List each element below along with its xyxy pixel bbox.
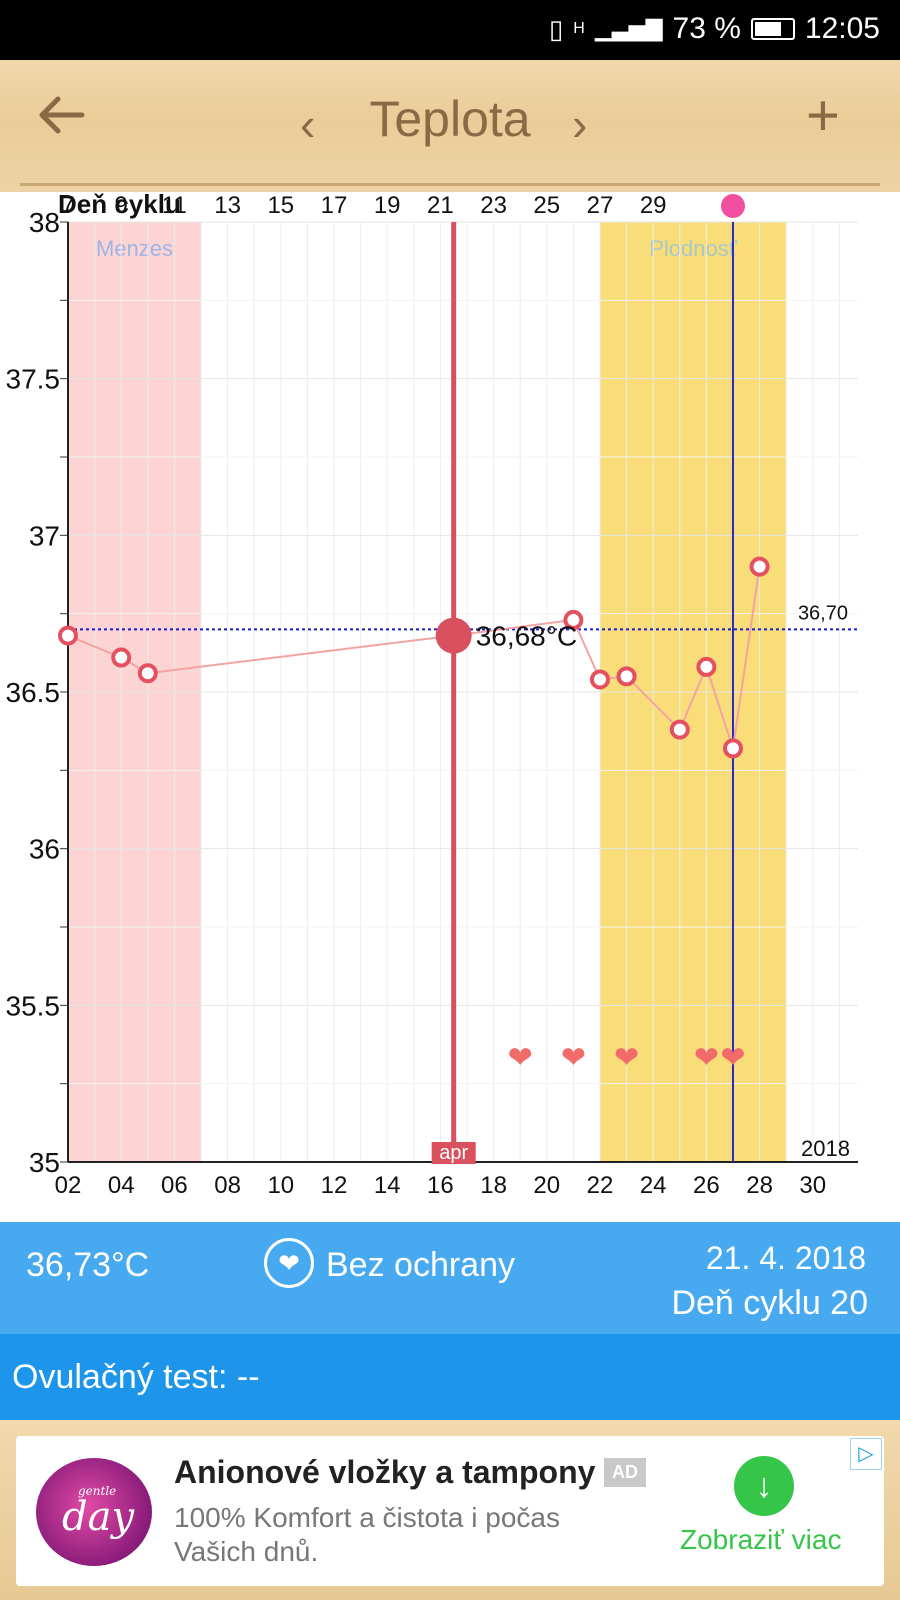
- temperature-point: [111, 647, 132, 668]
- battery-percent: 73 %: [672, 12, 741, 45]
- top-tick-label: 27: [587, 192, 614, 219]
- month-label: apr: [439, 1142, 468, 1164]
- x-tick-label: 12: [321, 1172, 348, 1199]
- ad-logo: gentle day: [36, 1458, 152, 1566]
- x-tick-label: 28: [746, 1172, 773, 1199]
- ad-title: Anionové vložky a tampony: [174, 1454, 596, 1490]
- top-tick-label: 13: [214, 192, 241, 219]
- selected-date: 21. 4. 2018: [705, 1240, 866, 1276]
- y-tick-label: 37: [29, 520, 60, 551]
- x-tick-label: 04: [108, 1172, 135, 1199]
- intercourse-heart-icon: ❤: [614, 1041, 639, 1074]
- ad-banner[interactable]: gentle day Anionové vložky a tampony AD …: [16, 1436, 884, 1586]
- top-tick-label: 17: [321, 192, 348, 219]
- x-tick-label: 06: [161, 1172, 188, 1199]
- ad-text-line2: Vašich dnů.: [174, 1536, 319, 1567]
- temperature-point: [563, 609, 584, 630]
- toolbar: [0, 60, 900, 192]
- x-tick-label: 22: [587, 1172, 614, 1199]
- intercourse-heart-icon: ❤: [694, 1041, 719, 1074]
- top-tick-label: 19: [374, 192, 401, 219]
- next-cycle-button[interactable]: ›: [572, 98, 588, 150]
- ad-cta-button[interactable]: Zobraziť viac: [680, 1524, 842, 1555]
- battery-icon: [750, 18, 795, 40]
- top-tick-label: 25: [533, 192, 560, 219]
- chart-band-label: Plodnosť: [649, 236, 738, 261]
- temperature-point: [749, 556, 770, 577]
- coverline-label: 36,70: [798, 602, 848, 624]
- selected-point: [435, 617, 472, 654]
- y-tick-label: 36.5: [6, 677, 61, 708]
- intercourse-heart-icon: ❤: [508, 1041, 533, 1074]
- vibrate-icon: ▯: [548, 13, 564, 44]
- page-title: Teplota: [369, 91, 531, 147]
- chart-svg[interactable]: Menzes Plodnosť 38 37.5 37 36.5 36 35.5 35 Deň cy…: [0, 189, 900, 1222]
- day-info-bar[interactable]: 36,73°C ❤ Bez ochrany 21. 4. 2018 Deň cy…: [0, 1222, 900, 1334]
- previous-cycle-button[interactable]: ‹: [300, 98, 316, 150]
- intercourse-heart-icon: ❤: [720, 1041, 745, 1074]
- today-marker: [720, 194, 745, 218]
- x-tick-label: 14: [374, 1172, 401, 1199]
- x-tick-label: 18: [480, 1172, 507, 1199]
- arrow-left-icon: [39, 96, 85, 134]
- adchoices-icon[interactable]: ▷: [850, 1438, 882, 1470]
- selected-point-label: 36,68°C: [476, 621, 578, 652]
- temperature-point: [137, 663, 158, 684]
- temperature-point: [58, 625, 78, 646]
- ovulation-test-bar[interactable]: Ovulačný test: --: [0, 1334, 900, 1420]
- x-tick-label: 02: [55, 1172, 82, 1199]
- y-tick-label: 38: [29, 207, 60, 238]
- x-tick-label: 10: [267, 1172, 294, 1199]
- y-tick-label: 35: [29, 1147, 60, 1178]
- temperature-point: [589, 669, 610, 690]
- temperature-point: [616, 666, 637, 687]
- signal-icon: H: [573, 20, 585, 37]
- temperature-chart[interactable]: Menzes Plodnosť 38 37.5 37 36.5 36 35.5 35 Deň cy…: [0, 189, 900, 1222]
- x-tick-label: 26: [693, 1172, 720, 1199]
- back-button[interactable]: [38, 88, 86, 148]
- x-tick-label: 08: [214, 1172, 241, 1199]
- temperature-value: 36,73°C: [26, 1246, 150, 1284]
- top-tick-label: 7: [61, 192, 74, 219]
- x-tick-label: 16: [427, 1172, 454, 1199]
- ovulation-test-text: Ovulačný test: --: [12, 1358, 260, 1396]
- clock: 12:05: [804, 12, 880, 45]
- heart-icon: ❤: [264, 1238, 314, 1288]
- top-tick-label: 11: [162, 192, 187, 219]
- download-icon[interactable]: ↓: [734, 1456, 794, 1516]
- status-bar: ▯ H ▁▃▅▇ 73 % 12:05: [0, 0, 900, 60]
- top-tick-label: 23: [480, 192, 507, 219]
- y-tick-label: 36: [29, 834, 60, 865]
- temperature-point: [669, 719, 690, 740]
- top-tick-label: 21: [427, 192, 454, 219]
- x-tick-label: 30: [799, 1172, 826, 1199]
- protection-status: Bez ochrany: [326, 1246, 515, 1284]
- month-marker: [431, 1142, 476, 1164]
- temperature-point: [722, 738, 743, 759]
- top-axis-label: Deň cyklu: [58, 192, 181, 219]
- cycle-day: Deň cyklu 20: [671, 1284, 868, 1322]
- top-tick-label: 9: [115, 192, 128, 219]
- y-tick-label: 37.5: [6, 364, 61, 395]
- add-button[interactable]: +: [806, 83, 840, 148]
- year-label: 2018: [801, 1136, 850, 1161]
- intercourse-heart-icon: ❤: [561, 1041, 586, 1074]
- signal-bars-icon: ▁▃▅▇: [594, 16, 663, 41]
- x-tick-label: 20: [533, 1172, 560, 1199]
- ad-badge: AD: [604, 1458, 646, 1487]
- chart-band-label: Menzes: [96, 236, 173, 261]
- top-tick-label: 15: [267, 192, 294, 219]
- top-tick-label: 29: [640, 192, 667, 219]
- temperature-point: [696, 656, 717, 677]
- y-tick-label: 35.5: [6, 990, 61, 1021]
- ad-banner-area: gentle day Anionové vložky a tampony AD …: [0, 1420, 900, 1600]
- ad-text-line1: 100% Komfort a čistota i počas: [174, 1502, 560, 1533]
- x-tick-label: 24: [640, 1172, 667, 1199]
